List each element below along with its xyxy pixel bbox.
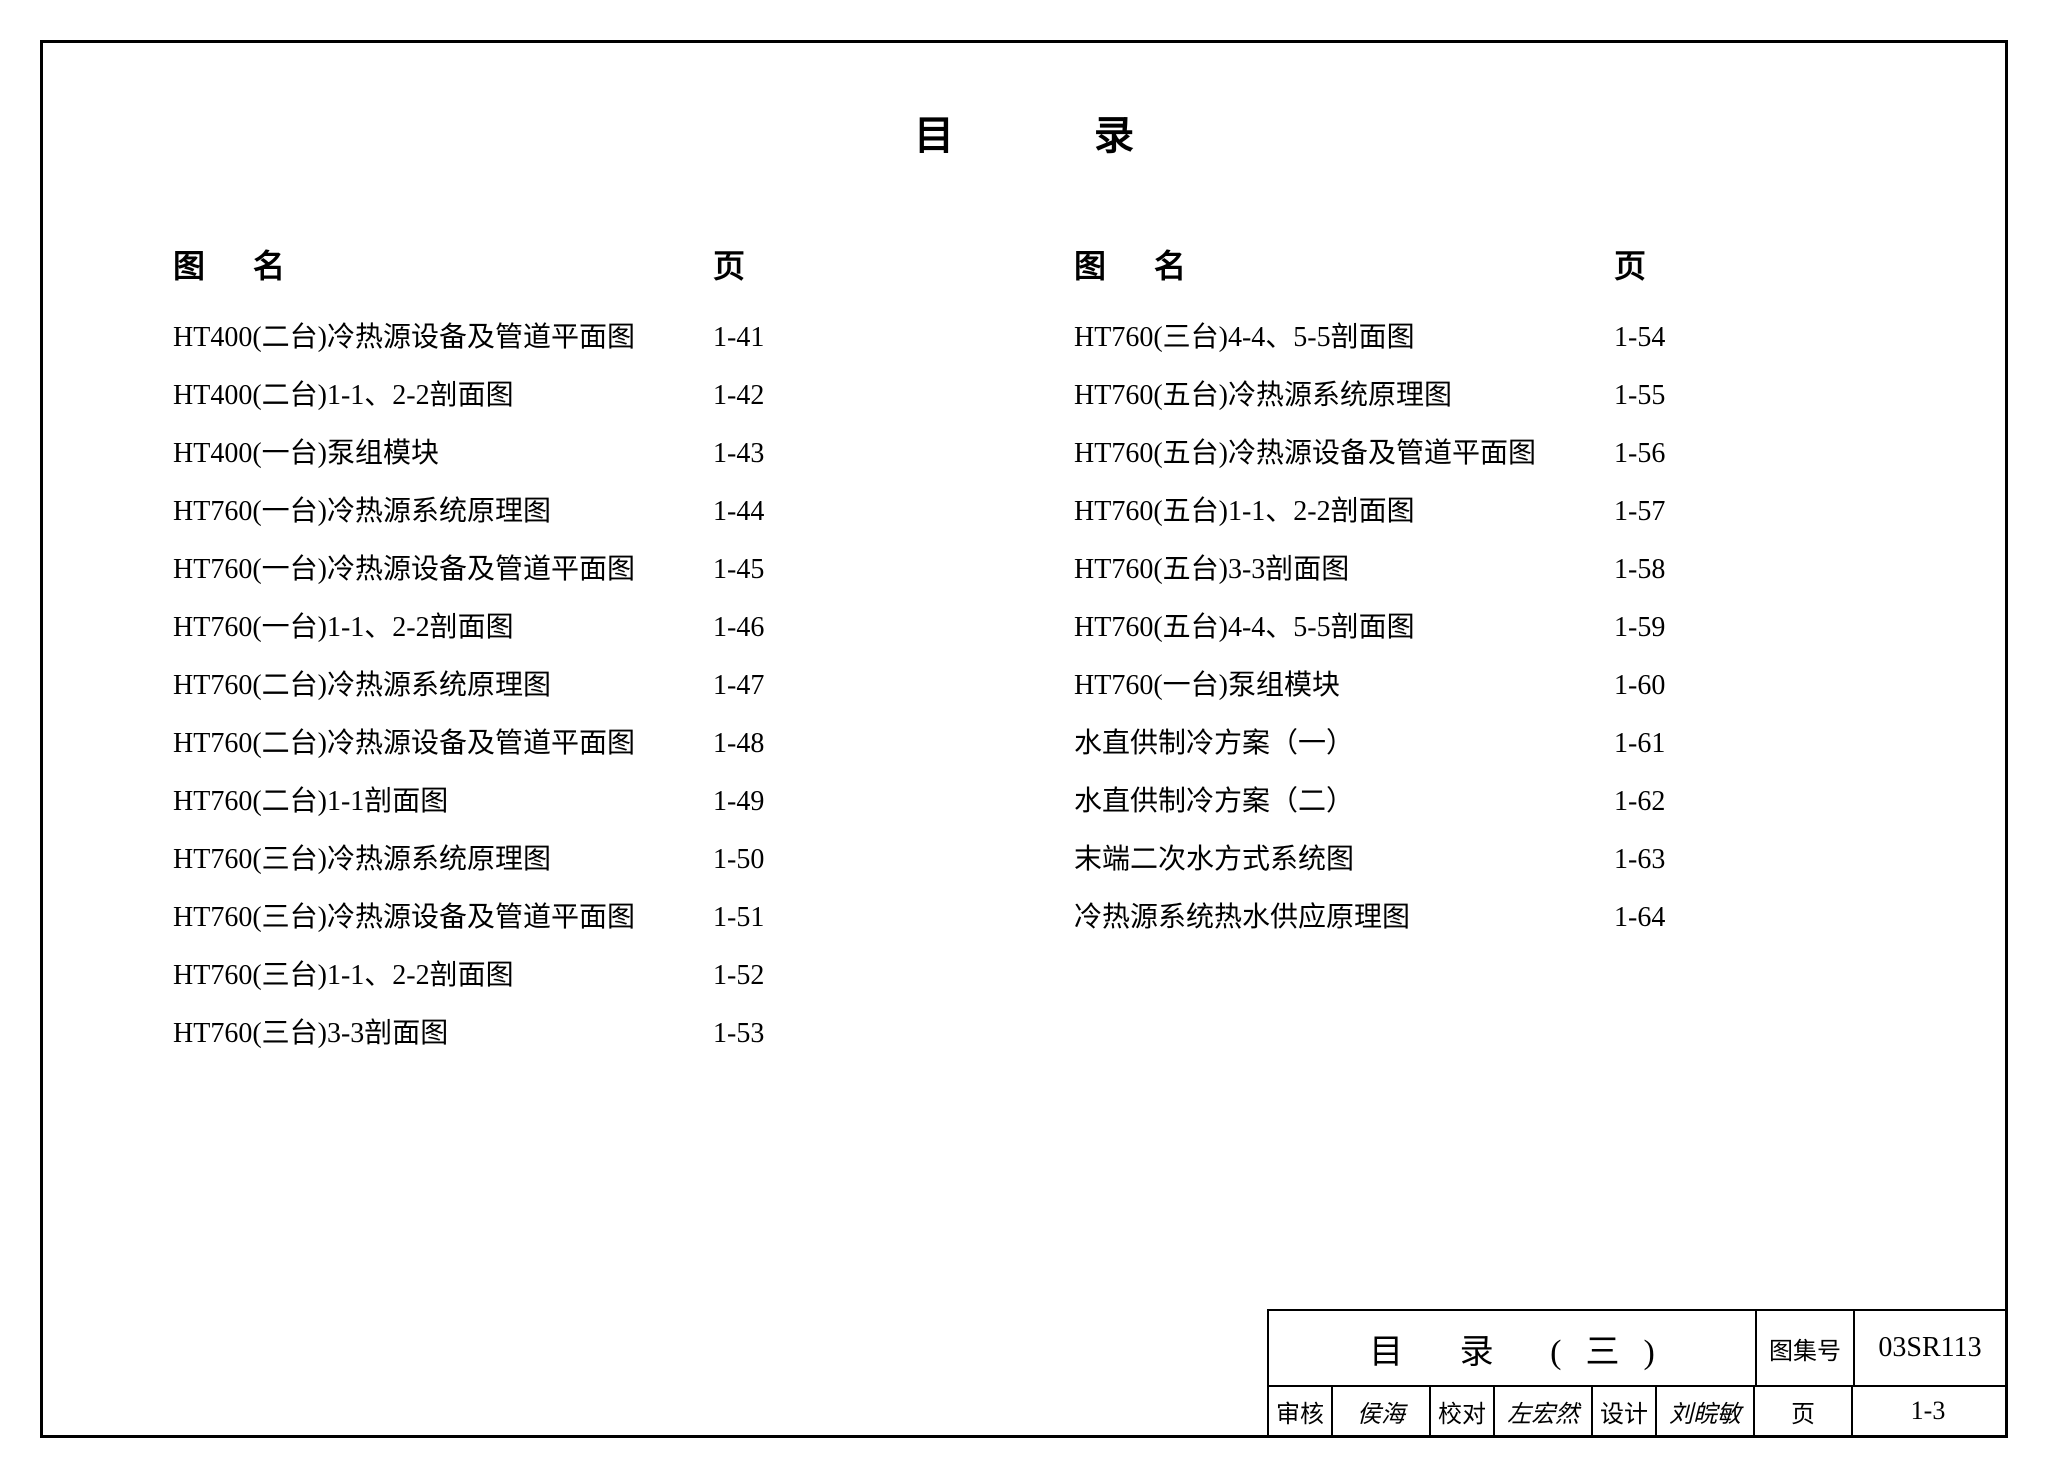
toc-row-page: 1-47 bbox=[713, 670, 833, 702]
toc-row: HT760(三台)1-1、2-2剖面图1-52 bbox=[173, 953, 974, 993]
toc-row: HT760(五台)3-3剖面图1-58 bbox=[1074, 547, 1875, 587]
toc-row-name: HT760(三台)3-3剖面图 bbox=[173, 1011, 713, 1051]
header-name-label: 图 名 bbox=[1074, 241, 1614, 287]
toc-row-name: 冷热源系统热水供应原理图 bbox=[1074, 895, 1614, 935]
toc-row-page: 1-57 bbox=[1614, 496, 1734, 528]
toc-row: 冷热源系统热水供应原理图1-64 bbox=[1074, 895, 1875, 935]
page-label: 页 bbox=[1755, 1387, 1853, 1435]
toc-row-name: HT760(五台)冷热源设备及管道平面图 bbox=[1074, 431, 1614, 471]
toc-row-page: 1-51 bbox=[713, 902, 833, 934]
toc-row-page: 1-53 bbox=[713, 1018, 833, 1050]
page-frame: 目录 图 名 页 HT400(二台)冷热源设备及管道平面图1-41HT400(二… bbox=[40, 40, 2008, 1438]
left-rows-container: HT400(二台)冷热源设备及管道平面图1-41HT400(二台)1-1、2-2… bbox=[173, 315, 974, 1051]
toc-row: HT760(一台)泵组模块1-60 bbox=[1074, 663, 1875, 703]
atlas-label: 图集号 bbox=[1757, 1311, 1855, 1385]
toc-row-name: HT760(三台)冷热源系统原理图 bbox=[173, 837, 713, 877]
toc-row: HT760(五台)冷热源系统原理图1-55 bbox=[1074, 373, 1875, 413]
toc-row: HT400(二台)1-1、2-2剖面图1-42 bbox=[173, 373, 974, 413]
review-label: 审核 bbox=[1269, 1387, 1333, 1435]
toc-row-page: 1-54 bbox=[1614, 322, 1734, 354]
right-rows-container: HT760(三台)4-4、5-5剖面图1-54HT760(五台)冷热源系统原理图… bbox=[1074, 315, 1875, 935]
title-block: 目 录 (三) 图集号 03SR113 审核 侯海 校对 左宏然 设计 刘皖敏 … bbox=[1267, 1309, 2005, 1435]
toc-row: HT760(五台)1-1、2-2剖面图1-57 bbox=[1074, 489, 1875, 529]
title-block-row2: 审核 侯海 校对 左宏然 设计 刘皖敏 页 1-3 bbox=[1269, 1387, 2005, 1435]
toc-row-page: 1-42 bbox=[713, 380, 833, 412]
toc-row: HT760(一台)冷热源设备及管道平面图1-45 bbox=[173, 547, 974, 587]
toc-row-name: HT760(二台)冷热源设备及管道平面图 bbox=[173, 721, 713, 761]
toc-row: HT760(三台)冷热源设备及管道平面图1-51 bbox=[173, 895, 974, 935]
toc-row: HT760(三台)3-3剖面图1-53 bbox=[173, 1011, 974, 1051]
toc-row-page: 1-43 bbox=[713, 438, 833, 470]
header-name-label: 图 名 bbox=[173, 241, 713, 287]
design-label: 设计 bbox=[1593, 1387, 1657, 1435]
toc-row-page: 1-41 bbox=[713, 322, 833, 354]
toc-row-page: 1-63 bbox=[1614, 844, 1734, 876]
toc-row: HT760(一台)1-1、2-2剖面图1-46 bbox=[173, 605, 974, 645]
toc-row-name: HT760(三台)1-1、2-2剖面图 bbox=[173, 953, 713, 993]
toc-row-page: 1-64 bbox=[1614, 902, 1734, 934]
toc-row-name: HT400(二台)1-1、2-2剖面图 bbox=[173, 373, 713, 413]
toc-row-name: HT760(五台)1-1、2-2剖面图 bbox=[1074, 489, 1614, 529]
toc-row-name: HT760(二台)1-1剖面图 bbox=[173, 779, 713, 819]
toc-columns: 图 名 页 HT400(二台)冷热源设备及管道平面图1-41HT400(二台)1… bbox=[133, 241, 1915, 1069]
toc-row-name: 水直供制冷方案（一） bbox=[1074, 721, 1614, 761]
title-block-main-title: 目 录 (三) bbox=[1269, 1311, 1757, 1385]
toc-row-page: 1-45 bbox=[713, 554, 833, 586]
toc-row-page: 1-49 bbox=[713, 786, 833, 818]
toc-row-name: HT760(五台)4-4、5-5剖面图 bbox=[1074, 605, 1614, 645]
header-page-label: 页 bbox=[1614, 241, 1734, 287]
toc-row-page: 1-46 bbox=[713, 612, 833, 644]
toc-row-name: HT760(三台)4-4、5-5剖面图 bbox=[1074, 315, 1614, 355]
page-title: 目录 bbox=[133, 103, 1915, 161]
toc-row-page: 1-61 bbox=[1614, 728, 1734, 760]
toc-row-name: HT760(二台)冷热源系统原理图 bbox=[173, 663, 713, 703]
left-column-header: 图 名 页 bbox=[173, 241, 974, 287]
toc-row-page: 1-48 bbox=[713, 728, 833, 760]
toc-row-name: HT760(三台)冷热源设备及管道平面图 bbox=[173, 895, 713, 935]
right-column: 图 名 页 HT760(三台)4-4、5-5剖面图1-54HT760(五台)冷热… bbox=[1074, 241, 1875, 1069]
toc-row-page: 1-50 bbox=[713, 844, 833, 876]
header-page-label: 页 bbox=[713, 241, 833, 287]
toc-row: HT400(一台)泵组模块1-43 bbox=[173, 431, 974, 471]
toc-row-page: 1-56 bbox=[1614, 438, 1734, 470]
toc-row-name: HT400(二台)冷热源设备及管道平面图 bbox=[173, 315, 713, 355]
toc-row: 水直供制冷方案（二）1-62 bbox=[1074, 779, 1875, 819]
check-label: 校对 bbox=[1431, 1387, 1495, 1435]
title-block-row1: 目 录 (三) 图集号 03SR113 bbox=[1269, 1311, 2005, 1387]
check-signature: 左宏然 bbox=[1495, 1387, 1593, 1435]
toc-row-name: HT760(一台)冷热源设备及管道平面图 bbox=[173, 547, 713, 587]
toc-row-name: HT760(一台)1-1、2-2剖面图 bbox=[173, 605, 713, 645]
toc-row: HT760(三台)冷热源系统原理图1-50 bbox=[173, 837, 974, 877]
toc-row-name: HT400(一台)泵组模块 bbox=[173, 431, 713, 471]
toc-row-name: HT760(一台)泵组模块 bbox=[1074, 663, 1614, 703]
page-number: 1-3 bbox=[1853, 1387, 2003, 1435]
toc-row: HT760(二台)1-1剖面图1-49 bbox=[173, 779, 974, 819]
toc-row-name: 水直供制冷方案（二） bbox=[1074, 779, 1614, 819]
atlas-number: 03SR113 bbox=[1855, 1311, 2005, 1385]
toc-row: 末端二次水方式系统图1-63 bbox=[1074, 837, 1875, 877]
toc-row-page: 1-60 bbox=[1614, 670, 1734, 702]
toc-row: HT760(五台)冷热源设备及管道平面图1-56 bbox=[1074, 431, 1875, 471]
right-column-header: 图 名 页 bbox=[1074, 241, 1875, 287]
toc-row-page: 1-58 bbox=[1614, 554, 1734, 586]
review-signature: 侯海 bbox=[1333, 1387, 1431, 1435]
toc-row: HT760(二台)冷热源系统原理图1-47 bbox=[173, 663, 974, 703]
toc-row-page: 1-52 bbox=[713, 960, 833, 992]
left-column: 图 名 页 HT400(二台)冷热源设备及管道平面图1-41HT400(二台)1… bbox=[173, 241, 974, 1069]
toc-row-name: HT760(五台)3-3剖面图 bbox=[1074, 547, 1614, 587]
toc-row-name: 末端二次水方式系统图 bbox=[1074, 837, 1614, 877]
toc-row-page: 1-62 bbox=[1614, 786, 1734, 818]
toc-row-page: 1-44 bbox=[713, 496, 833, 528]
toc-row: HT760(三台)4-4、5-5剖面图1-54 bbox=[1074, 315, 1875, 355]
toc-row: 水直供制冷方案（一）1-61 bbox=[1074, 721, 1875, 761]
toc-row-page: 1-59 bbox=[1614, 612, 1734, 644]
toc-row: HT760(二台)冷热源设备及管道平面图1-48 bbox=[173, 721, 974, 761]
toc-row: HT760(一台)冷热源系统原理图1-44 bbox=[173, 489, 974, 529]
toc-row-name: HT760(一台)冷热源系统原理图 bbox=[173, 489, 713, 529]
design-signature: 刘皖敏 bbox=[1657, 1387, 1755, 1435]
toc-row-page: 1-55 bbox=[1614, 380, 1734, 412]
toc-row: HT400(二台)冷热源设备及管道平面图1-41 bbox=[173, 315, 974, 355]
toc-row: HT760(五台)4-4、5-5剖面图1-59 bbox=[1074, 605, 1875, 645]
toc-row-name: HT760(五台)冷热源系统原理图 bbox=[1074, 373, 1614, 413]
